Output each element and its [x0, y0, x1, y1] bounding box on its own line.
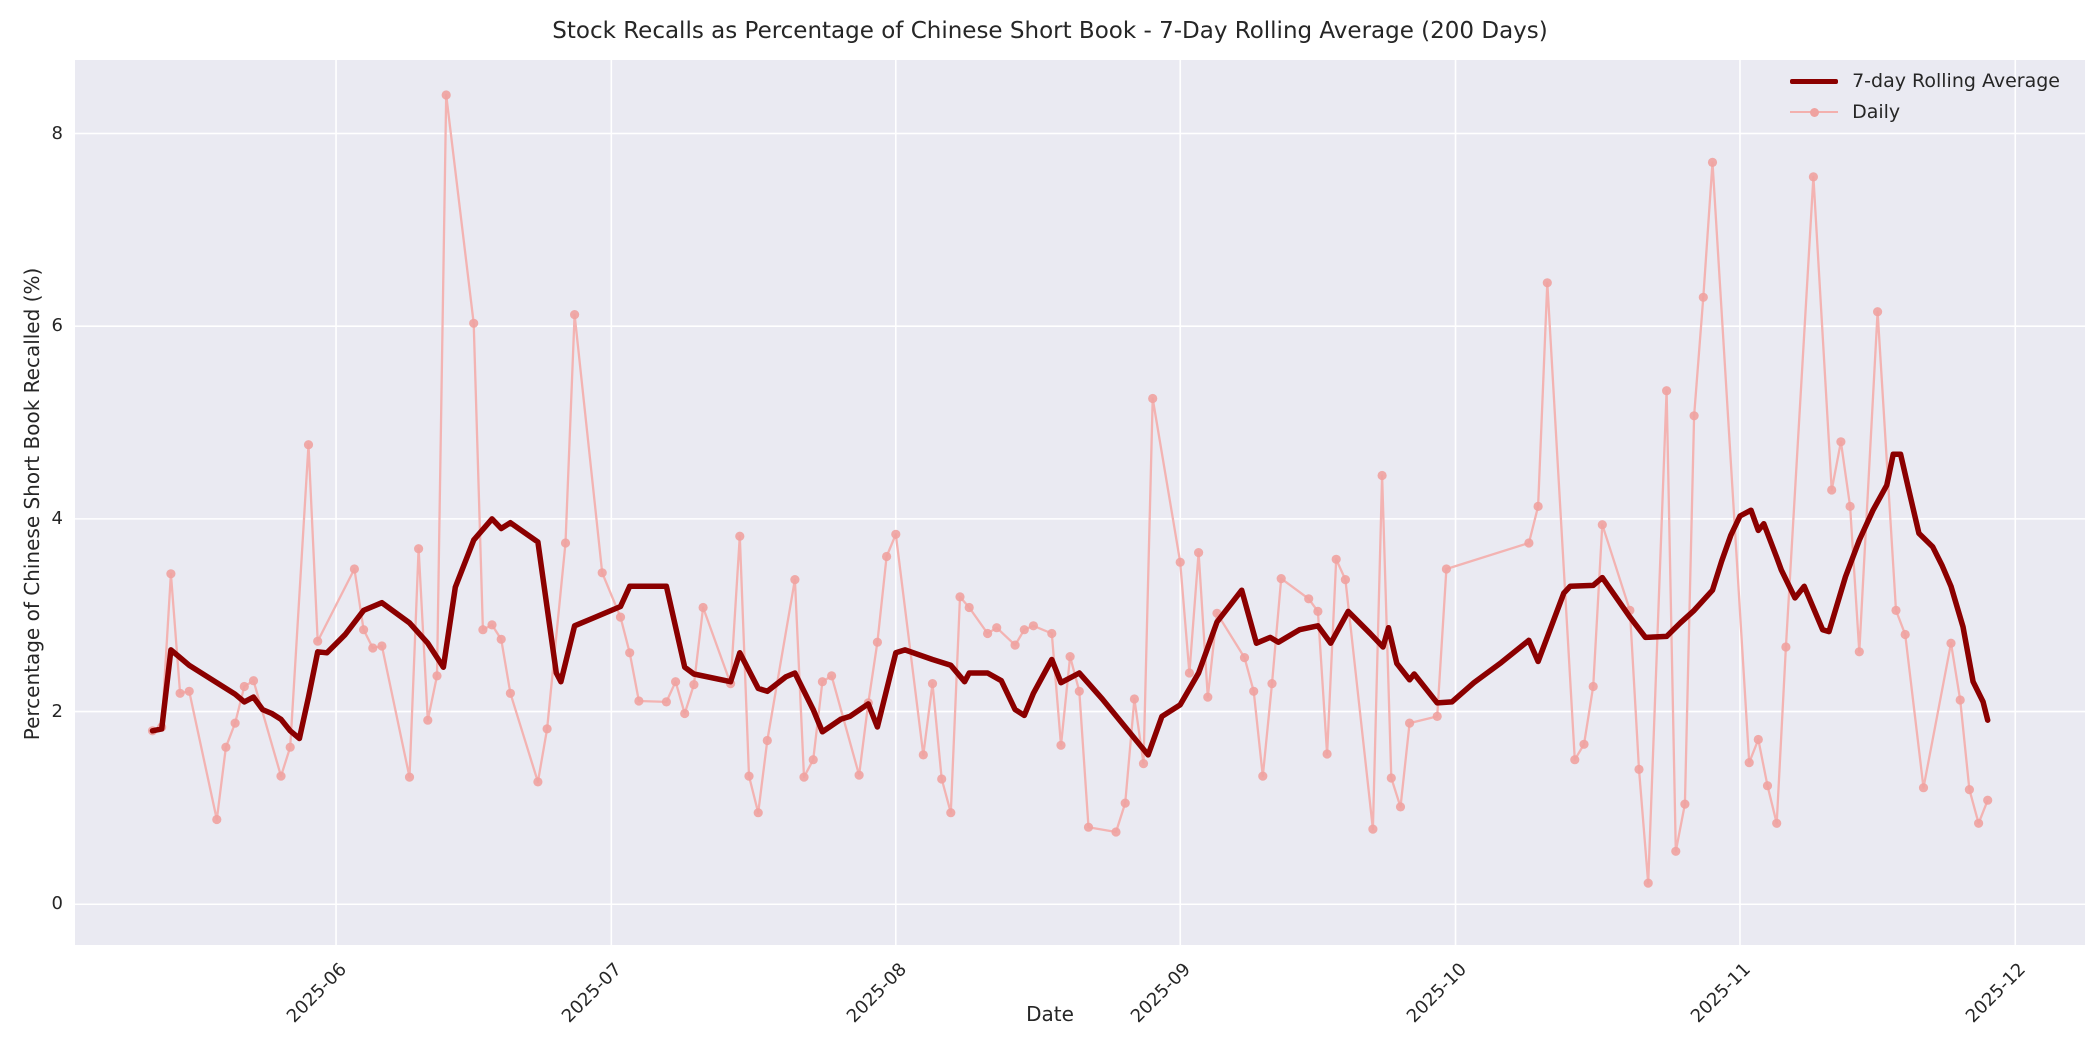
y-tick-label: 8 — [51, 122, 63, 144]
y-tick-label: 0 — [51, 893, 63, 915]
legend-label-daily: Daily — [1852, 101, 1901, 123]
x-axis-label: Date — [1026, 1002, 1074, 1026]
daily-line-swatch-icon — [1790, 102, 1839, 122]
chart-title: Stock Recalls as Percentage of Chinese S… — [552, 18, 1548, 44]
rolling-line-swatch-icon — [1790, 71, 1839, 91]
legend: 7-day Rolling Average Daily — [1780, 64, 2070, 129]
y-tick-label: 2 — [51, 700, 63, 722]
legend-label-rolling: 7-day Rolling Average — [1852, 70, 2060, 92]
legend-item-rolling: 7-day Rolling Average — [1790, 70, 2060, 92]
y-tick-label: 4 — [51, 507, 63, 529]
legend-item-daily: Daily — [1790, 101, 2060, 123]
y-tick-label: 6 — [51, 315, 63, 337]
